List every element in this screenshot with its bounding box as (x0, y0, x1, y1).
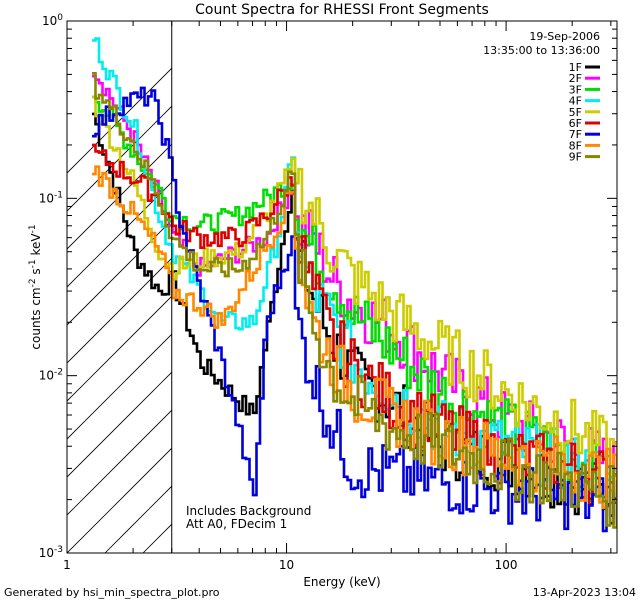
legend-label-1F: 1F (569, 61, 582, 74)
hatched-region (67, 0, 640, 553)
legend-label-2F: 2F (569, 72, 582, 85)
legend-label-8F: 8F (569, 139, 582, 152)
y-axis-label: counts cm-2 s-1 keV-1 (28, 224, 43, 349)
x-tick-label: 100 (495, 558, 518, 572)
chart-title: Count Spectra for RHESSI Front Segments (195, 2, 489, 18)
series-line-9F (92, 72, 617, 529)
legend-label-5F: 5F (569, 106, 582, 119)
legend-label-7F: 7F (569, 128, 582, 141)
y-tick-label: 10-2 (39, 368, 63, 383)
x-tick-label: 10 (279, 558, 294, 572)
hatch-line (67, 143, 172, 250)
hatch-line (67, 371, 172, 478)
time-range-label: 13:35:00 to 13:36:00 (483, 44, 600, 57)
annotation-background: Includes Background (186, 504, 311, 518)
hatch-line (67, 447, 172, 553)
hatch-line (599, 0, 640, 553)
hatch-line (67, 409, 172, 516)
date-label: 19-Sep-2006 (529, 30, 600, 43)
annotation-attenuator: Att A0, FDecim 1 (186, 517, 287, 531)
x-axis-label: Energy (keV) (303, 575, 380, 589)
legend-label-9F: 9F (569, 151, 582, 164)
legend-label-3F: 3F (569, 83, 582, 96)
legend-label-6F: 6F (569, 117, 582, 130)
y-tick-label: 10-1 (39, 190, 63, 205)
y-tick-label: 100 (42, 13, 63, 28)
legend-label-4F: 4F (569, 95, 582, 108)
hatch-line (67, 257, 172, 364)
series-line-6F (92, 143, 617, 508)
footer-timestamp: 13-Apr-2023 13:04 (533, 586, 636, 599)
plot-frame (66, 20, 618, 554)
series-line-5F (92, 95, 617, 484)
hatch-line (67, 181, 172, 288)
footer-generated-by: Generated by hsi_min_spectra_plot.pro (4, 586, 220, 599)
y-tick-label: 10-3 (39, 545, 63, 560)
x-tick-label: 1 (63, 558, 71, 572)
hatch-line (67, 219, 172, 326)
